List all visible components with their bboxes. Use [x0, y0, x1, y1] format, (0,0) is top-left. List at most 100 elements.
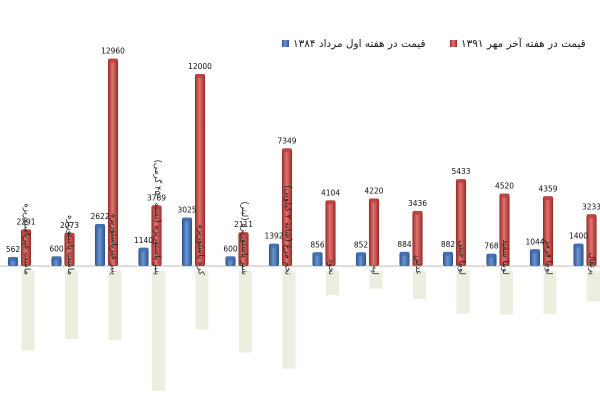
value-label-series-2-1: 2291: [16, 217, 35, 226]
category-label-background-3: [108, 271, 122, 341]
category-text-6: شیر پاستوریزه (لیتر): [239, 202, 249, 275]
category-label-14: پرتقال: [587, 253, 600, 302]
bar-top-series-1-11: [443, 251, 453, 256]
category-text-13: لوبیا قرمز: [544, 239, 554, 275]
bar-top-series-1-12: [486, 253, 497, 258]
bar-top-series-1-6: [225, 256, 236, 261]
category-label-background-4: [152, 271, 165, 391]
bar-top-series-1-5: [182, 217, 192, 222]
category-text-12: لوبیا سفید: [500, 239, 510, 275]
category-label-9: لپه: [369, 265, 383, 289]
bar-top-series-2-10: [412, 211, 423, 216]
category-label-background-1: [21, 271, 35, 351]
bar-top-series-2-5: [195, 74, 205, 78]
value-label-series-2-4: 3789: [147, 193, 166, 202]
bar-top-series-1-13: [530, 249, 540, 254]
category-text-7: تخم مرغ (شانه ۲ کیلویی): [283, 185, 293, 275]
category-text-11: لوبیا چیتی: [457, 240, 467, 275]
category-label-background-13: [543, 271, 557, 315]
category-label-background-10: [413, 271, 426, 299]
value-label-series-1-3: 2622: [90, 212, 109, 221]
value-label-series-1-6: 600: [223, 244, 238, 253]
bar-series-2-8: [325, 200, 336, 267]
category-text-4: پنیر پاستوریزه (بسته ۴۵۰ گرمی): [152, 160, 163, 276]
bar-series-2-9: [368, 198, 380, 267]
legend-swatch-series-1: [282, 40, 289, 47]
category-label-3: پنیر غیرپاستوریزه: [108, 214, 122, 341]
category-label-13: لوبیا قرمز: [543, 239, 557, 315]
category-label-background-8: [326, 271, 339, 296]
value-label-series-1-8: 856: [310, 240, 325, 249]
category-label-background-7: [282, 271, 296, 369]
value-label-series-1-9: 852: [354, 240, 369, 249]
category-label-12: لوبیا سفید: [500, 239, 513, 315]
category-text-9: لپه: [370, 265, 380, 275]
value-label-series-2-13: 4359: [538, 184, 557, 193]
value-label-series-1-10: 884: [397, 240, 412, 249]
category-label-6: شیر پاستوریزه (لیتر): [239, 202, 252, 353]
bar-top-series-2-13: [543, 196, 553, 201]
bar-top-series-2-14: [586, 214, 597, 219]
bar-top-series-1-3: [95, 224, 105, 229]
value-label-series-2-5: 12000: [188, 62, 212, 71]
bar-series-1-5: [181, 217, 193, 267]
category-text-2: ماست پاستوریزه: [65, 215, 75, 275]
bar-top-series-2-8: [325, 200, 336, 205]
value-label-series-2-12: 4520: [495, 182, 514, 191]
category-label-10: عدس: [413, 255, 426, 299]
value-label-series-2-7: 7349: [277, 136, 296, 145]
value-label-series-1-1: 562: [6, 245, 21, 254]
bar-top-series-1-7: [269, 243, 279, 248]
bar-top-series-2-2: [64, 232, 75, 237]
value-label-series-1-4: 1140: [134, 236, 153, 245]
value-label-series-2-14: 3233: [582, 202, 600, 211]
category-labels-layer: ماست غیرپاستوریزه ماست پاستوریزه پنیر غیرپ…: [21, 160, 600, 391]
category-label-background-2: [65, 271, 78, 339]
bar-top-series-1-10: [399, 251, 410, 256]
bar-top-series-1-1: [8, 257, 18, 262]
category-label-background-14: [587, 271, 600, 302]
category-label-background-6: [239, 271, 252, 353]
category-label-1: ماست غیرپاستوریزه: [21, 203, 35, 351]
category-label-2: ماست پاستوریزه: [65, 215, 78, 339]
bar-top-series-2-11: [456, 179, 466, 184]
category-text-5: کره پاستوریزه: [196, 224, 206, 275]
category-label-4: پنیر پاستوریزه (بسته ۴۵۰ گرمی): [152, 160, 165, 391]
bars-layer: [7, 58, 597, 267]
value-label-series-1-14: 1400: [569, 232, 588, 241]
bar-top-series-2-6: [238, 232, 249, 237]
bar-top-series-1-2: [51, 256, 62, 261]
value-label-series-1-11: 882: [441, 240, 456, 249]
value-label-series-1-5: 3025: [177, 206, 196, 215]
category-label-5: کره پاستوریزه: [195, 224, 209, 330]
value-label-series-2-3: 12960: [101, 47, 125, 56]
category-label-11: لوبیا چیتی: [456, 240, 470, 314]
category-label-7: تخم مرغ (شانه ۲ کیلویی): [282, 185, 296, 369]
bar-top-series-1-9: [356, 252, 366, 257]
value-labels-layer: 562 2291 600 2073 2622 12960 1140 3789 3025 12000…: [6, 47, 600, 254]
value-label-series-1-12: 768: [484, 242, 499, 251]
category-text-8: نخود: [326, 259, 336, 275]
category-text-10: عدس: [413, 255, 423, 275]
value-label-series-2-8: 4104: [321, 188, 340, 197]
value-label-series-2-10: 3436: [408, 199, 427, 208]
bar-top-series-2-3: [108, 58, 118, 63]
value-label-series-1-2: 600: [49, 244, 64, 253]
category-label-background-5: [195, 271, 209, 330]
category-text-1: ماست غیرپاستوریزه: [22, 203, 32, 275]
bar-top-series-2-1: [21, 229, 31, 234]
value-label-series-2-9: 4220: [364, 186, 383, 195]
bar-top-series-2-12: [499, 193, 510, 198]
category-label-8: نخود: [326, 259, 339, 296]
value-label-series-2-2: 2073: [60, 221, 79, 230]
category-label-background-11: [456, 271, 470, 314]
category-label-background-9: [369, 271, 383, 289]
bar-top-series-1-8: [312, 252, 323, 257]
category-label-background-12: [500, 271, 513, 315]
legend: قیمت در هفته اول مرداد ۱۳۸۴ قیمت در هفته…: [282, 37, 586, 50]
bar-top-series-1-4: [138, 247, 149, 252]
value-label-series-1-13: 1044: [525, 237, 544, 246]
legend-label-series-2: قیمت در هفته آخر مهر ۱۳۹۱: [461, 37, 586, 50]
